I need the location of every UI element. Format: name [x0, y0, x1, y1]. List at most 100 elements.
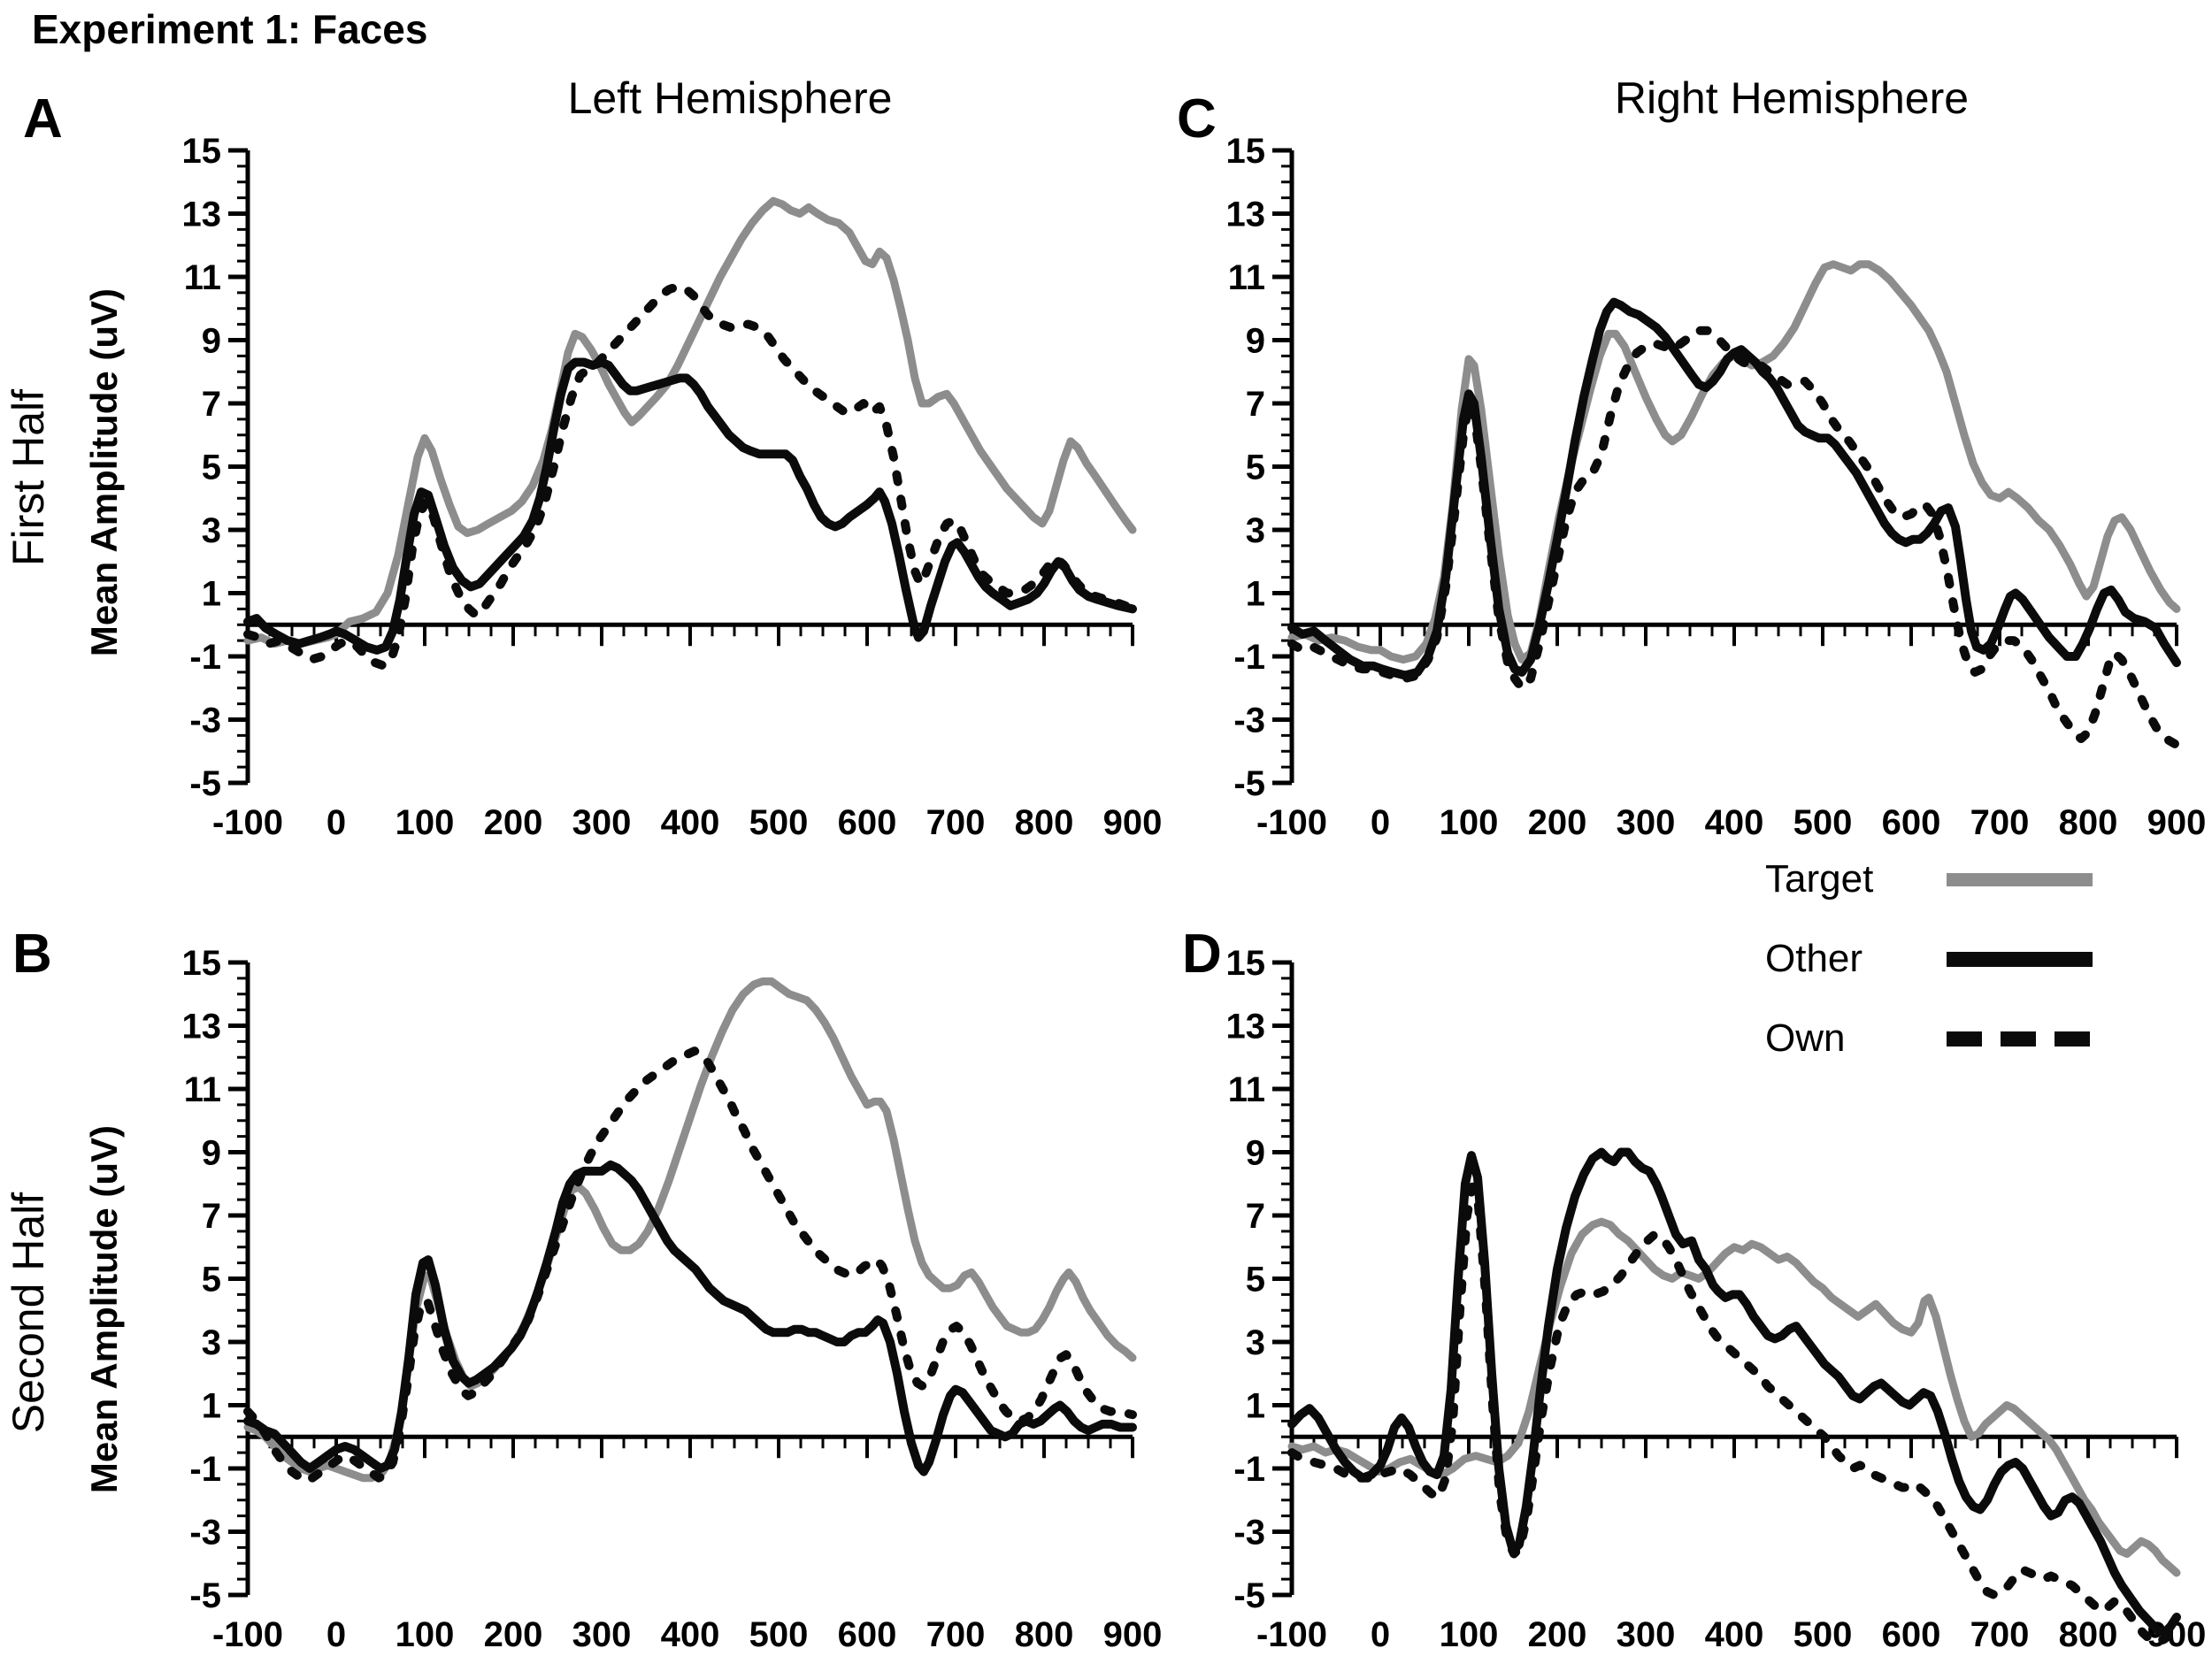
x-tick-label: 400	[661, 1615, 720, 1654]
x-tick-label: 900	[2147, 803, 2207, 842]
y-tick-label: 11	[184, 1070, 221, 1109]
x-tick-label: 200	[484, 803, 543, 842]
y-tick-label: 13	[182, 196, 222, 234]
y-tick-label: 5	[1246, 1261, 1265, 1300]
x-tick-label: -100	[1256, 803, 1327, 842]
target-curve	[1287, 1217, 2181, 1577]
x-tick-label: -100	[212, 1615, 283, 1654]
y-tick-label: 15	[182, 944, 222, 983]
y-tick-label: 15	[1226, 132, 1266, 171]
target-line-swatch	[1947, 872, 2093, 886]
x-tick-label: 200	[1528, 803, 1587, 842]
x-tick-label: 600	[1882, 1615, 1941, 1654]
x-tick-label: 900	[1103, 803, 1163, 842]
y-tick-label: 9	[1246, 322, 1265, 361]
legend-item-target: Target	[1765, 851, 2093, 908]
x-tick-label: 200	[1528, 1615, 1587, 1654]
y-tick-label: 13	[182, 1008, 222, 1046]
y-tick-label: 7	[1246, 385, 1265, 424]
y-tick-label: -1	[1233, 1450, 1265, 1489]
legend-item-own: Own	[1765, 1010, 2093, 1067]
other-curve	[1287, 297, 2181, 680]
y-tick-label: 15	[182, 132, 222, 171]
x-tick-label: 100	[1440, 1615, 1499, 1654]
panel-letter-b: B	[12, 924, 52, 985]
panel-letter-c: C	[1177, 88, 1217, 150]
x-tick-label: 400	[661, 803, 720, 842]
x-tick-label: 100	[1440, 803, 1499, 842]
y-tick-label: 9	[202, 322, 221, 361]
panel-letter-a: A	[23, 88, 63, 150]
y-tick-label: 1	[1246, 1387, 1265, 1426]
y-tick-label: 11	[184, 258, 221, 297]
panel-a-plot: 15 13 11 9 7 5 3 1 -1 -3 -5-100 0 100 200 300 400 500 600…	[182, 132, 1163, 842]
column-title-right-hemisphere: Right Hemisphere	[1614, 73, 1970, 123]
y-tick-label: 3	[202, 1323, 221, 1362]
target-curve	[1287, 260, 2181, 664]
x-tick-label: 800	[1015, 803, 1074, 842]
x-tick-label: 600	[838, 803, 897, 842]
panel-c-plot: 15 13 11 9 7 5 3 1 -1 -3 -5-100 0 100 200 300 400 500 600…	[1226, 132, 2207, 842]
y-tick-label: 9	[202, 1134, 221, 1173]
x-tick-label: 800	[2059, 803, 2118, 842]
x-tick-label: 0	[1371, 803, 1390, 842]
x-tick-label: 100	[396, 803, 455, 842]
y-tick-label: 9	[1246, 1134, 1265, 1173]
y-tick-label: -3	[1233, 1514, 1265, 1552]
x-tick-label: 500	[1793, 1615, 1853, 1654]
x-tick-label: 500	[749, 1615, 809, 1654]
x-tick-label: 900	[1103, 1615, 1163, 1654]
y-tick-label: 15	[1226, 944, 1266, 983]
legend-item-other: Other	[1765, 931, 2093, 987]
y-tick-label: -5	[1233, 764, 1265, 803]
own-curve	[243, 1046, 1137, 1486]
y-tick-label: 7	[202, 385, 221, 424]
x-tick-label: 100	[396, 1615, 455, 1654]
row-label-second-half: Second Half	[4, 1192, 53, 1434]
x-tick-label: 300	[572, 803, 632, 842]
x-tick-label: 700	[926, 1615, 986, 1654]
x-tick-label: -100	[1256, 1615, 1327, 1654]
y-tick-label: 5	[202, 1261, 221, 1300]
y-tick-label: 1	[1246, 575, 1265, 614]
y-tick-label: 11	[1228, 258, 1265, 297]
y-tick-label: -5	[1233, 1576, 1265, 1615]
y-tick-label: 5	[1246, 448, 1265, 487]
other-curve	[243, 1160, 1137, 1476]
y-axis-label-top: Mean Amplitude (uV)	[83, 288, 125, 657]
legend-label-other: Other	[1765, 937, 1863, 980]
x-tick-label: 600	[838, 1615, 897, 1654]
y-tick-label: 7	[1246, 1197, 1265, 1236]
y-axis-label-bottom: Mean Amplitude (uV)	[83, 1124, 125, 1494]
x-tick-label: 800	[2059, 1615, 2118, 1654]
target-curve	[243, 196, 1137, 648]
own-curve	[1287, 326, 2181, 750]
own-line-swatch	[1947, 1031, 2093, 1046]
x-tick-label: 0	[1371, 1615, 1390, 1654]
legend: Target Other Own	[1765, 851, 2093, 1067]
y-tick-label: -3	[189, 702, 221, 740]
y-tick-label: 3	[1246, 511, 1265, 550]
other-curve	[1287, 1147, 2181, 1637]
x-tick-label: 300	[572, 1615, 632, 1654]
x-tick-label: 500	[1793, 803, 1853, 842]
panel-b-plot: 15 13 11 9 7 5 3 1 -1 -3 -5-100 0 100 200 300 400 500 600…	[182, 944, 1163, 1654]
other-line-swatch	[1947, 951, 2093, 967]
y-tick-label: 1	[202, 1387, 221, 1426]
y-tick-label: 3	[1246, 1323, 1265, 1362]
own-curve	[243, 281, 1137, 671]
legend-label-target: Target	[1765, 857, 1874, 901]
panel-d-plot: 15 13 11 9 7 5 3 1 -1 -3 -5-100 0 100 200 300 400 500 600…	[1226, 944, 2207, 1654]
figure-title: Experiment 1: Faces	[32, 6, 428, 52]
y-tick-label: 7	[202, 1197, 221, 1236]
y-tick-label: -5	[189, 1576, 221, 1615]
y-tick-label: -1	[189, 638, 221, 677]
x-tick-label: 700	[926, 803, 986, 842]
y-tick-label: -1	[1233, 638, 1265, 677]
x-tick-label: 500	[749, 803, 809, 842]
y-tick-label: 11	[1228, 1070, 1265, 1109]
x-tick-label: 700	[1970, 1615, 2030, 1654]
legend-label-own: Own	[1765, 1016, 1846, 1060]
y-tick-label: 13	[1226, 1008, 1266, 1046]
panel-letter-d: D	[1182, 924, 1222, 985]
